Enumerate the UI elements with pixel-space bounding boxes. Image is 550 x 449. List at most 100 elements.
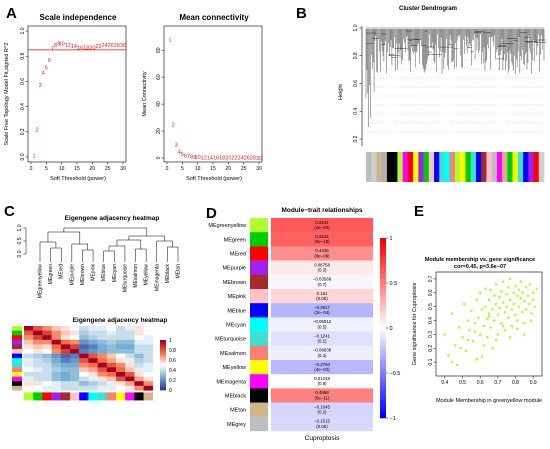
legend-tick-label: 0 xyxy=(390,326,393,332)
module-color-swatch xyxy=(250,246,268,261)
eigengene-leaf-label: MEblue xyxy=(101,264,107,281)
heatmap-cell xyxy=(33,381,43,386)
gene-point xyxy=(484,287,487,290)
heatmap-cell xyxy=(97,362,107,368)
module-color-segment xyxy=(439,152,445,182)
legend-tick-label: 0.4 xyxy=(169,368,176,374)
heatmap-cell xyxy=(42,335,52,340)
gene-point xyxy=(480,308,484,311)
heatmap-cell xyxy=(24,335,34,340)
heatmap-row-color xyxy=(12,358,22,363)
legend-swatch xyxy=(380,400,386,405)
gene-point xyxy=(507,316,510,320)
gene-point xyxy=(531,291,535,295)
y-tick-label: 0.5 xyxy=(17,237,23,244)
power-point: 8 xyxy=(54,43,57,49)
gene-point xyxy=(485,335,489,339)
module-color-swatch xyxy=(250,331,268,346)
correlation-label: 0.08758 xyxy=(314,262,330,267)
gene-point xyxy=(503,328,507,332)
correlation-label: 0.161 xyxy=(317,291,329,296)
heatmap-cell xyxy=(134,335,144,340)
power-point: 14 xyxy=(71,44,77,50)
heatmap-cell xyxy=(79,339,89,345)
x-tick-label: 5 xyxy=(181,166,184,172)
y-tick-label: 1.0 xyxy=(20,27,26,34)
y-tick-label: 40 xyxy=(156,101,162,107)
y-tick-label: 0.0 xyxy=(17,250,23,257)
heatmap-cell xyxy=(33,358,43,363)
module-color-segment xyxy=(397,152,403,182)
heatmap-cell xyxy=(106,344,117,350)
panel-c: C Eigengene adjacency heatmap 0.00.51.0 … xyxy=(4,203,182,401)
power-point: 2 xyxy=(36,127,39,133)
legend-swatch xyxy=(380,238,386,243)
heatmap-cell xyxy=(42,381,52,386)
module-color-segment xyxy=(428,152,435,182)
gene-point xyxy=(519,280,523,284)
heatmap-cell xyxy=(42,344,52,350)
mean-connectivity-ylabel: Mean Connectivity xyxy=(142,71,148,116)
module-color-segment xyxy=(455,152,461,182)
heatmap-row-color xyxy=(12,349,22,354)
heatmap-cell xyxy=(42,372,52,377)
legend-swatch xyxy=(380,247,386,252)
heatmap-cell xyxy=(106,385,117,391)
x-tick-label: 20 xyxy=(226,166,232,172)
gene-point xyxy=(496,333,500,336)
legend-swatch xyxy=(160,351,166,354)
gene-point xyxy=(482,324,486,328)
heatmap-cell xyxy=(106,381,117,386)
x-tick-label: 30 xyxy=(256,166,262,172)
heatmap-cell xyxy=(24,385,34,391)
p-value-label: (4e−04) xyxy=(314,367,330,372)
module-color-segment xyxy=(449,152,456,182)
heatmap-cell xyxy=(106,326,117,331)
gene-point xyxy=(533,305,537,308)
heatmap-cell xyxy=(106,339,117,345)
module-color-segment xyxy=(381,152,388,182)
gene-point xyxy=(455,363,459,367)
module-color-segment xyxy=(470,152,477,182)
correlation-label: −0.06012 xyxy=(313,319,332,324)
heatmap-cell xyxy=(60,349,71,354)
module-color-segment xyxy=(392,152,398,182)
heatmap-cell xyxy=(79,344,89,350)
power-point: 6 xyxy=(184,154,187,160)
module-trait-cell xyxy=(271,274,373,290)
module-color-swatch xyxy=(250,402,268,417)
module-color-segment xyxy=(517,152,524,182)
gene-point xyxy=(487,298,491,302)
module-color-swatch xyxy=(250,345,268,361)
legend-swatch xyxy=(160,355,166,357)
legend-swatch xyxy=(380,278,386,284)
heatmap-row-color xyxy=(12,339,22,345)
power-point: 3 xyxy=(175,143,178,149)
gene-point xyxy=(524,308,528,311)
module-trait-cell xyxy=(271,374,373,389)
heatmap-cell xyxy=(88,358,98,363)
module-trait-cell xyxy=(271,260,373,275)
heatmap-cell xyxy=(134,339,144,345)
gene-point xyxy=(510,324,514,328)
legend-swatch xyxy=(160,383,166,386)
y-tick-label: 1.0 xyxy=(17,224,23,231)
gene-point xyxy=(524,285,528,289)
legend-swatch xyxy=(380,409,386,414)
heatmap-cell xyxy=(79,349,89,354)
heatmap-cell xyxy=(97,381,107,386)
module-trait-cell xyxy=(271,232,373,247)
gene-point xyxy=(515,319,519,322)
heatmap-cell xyxy=(116,367,126,373)
y-tick-label: 0.1 xyxy=(428,358,434,365)
heatmap-cell xyxy=(125,381,135,386)
legend-tick-label: 0.6 xyxy=(169,358,176,364)
panel-d: D Module−trait relationships MEgreenyell… xyxy=(206,205,400,442)
gene-point xyxy=(454,344,457,347)
heatmap-cell xyxy=(42,376,52,382)
heatmap-cell xyxy=(125,385,135,391)
heatmap-col-color xyxy=(116,392,126,401)
gene-point xyxy=(521,291,524,295)
panel-label-e: E xyxy=(414,203,424,220)
heatmap-cell xyxy=(125,376,135,382)
